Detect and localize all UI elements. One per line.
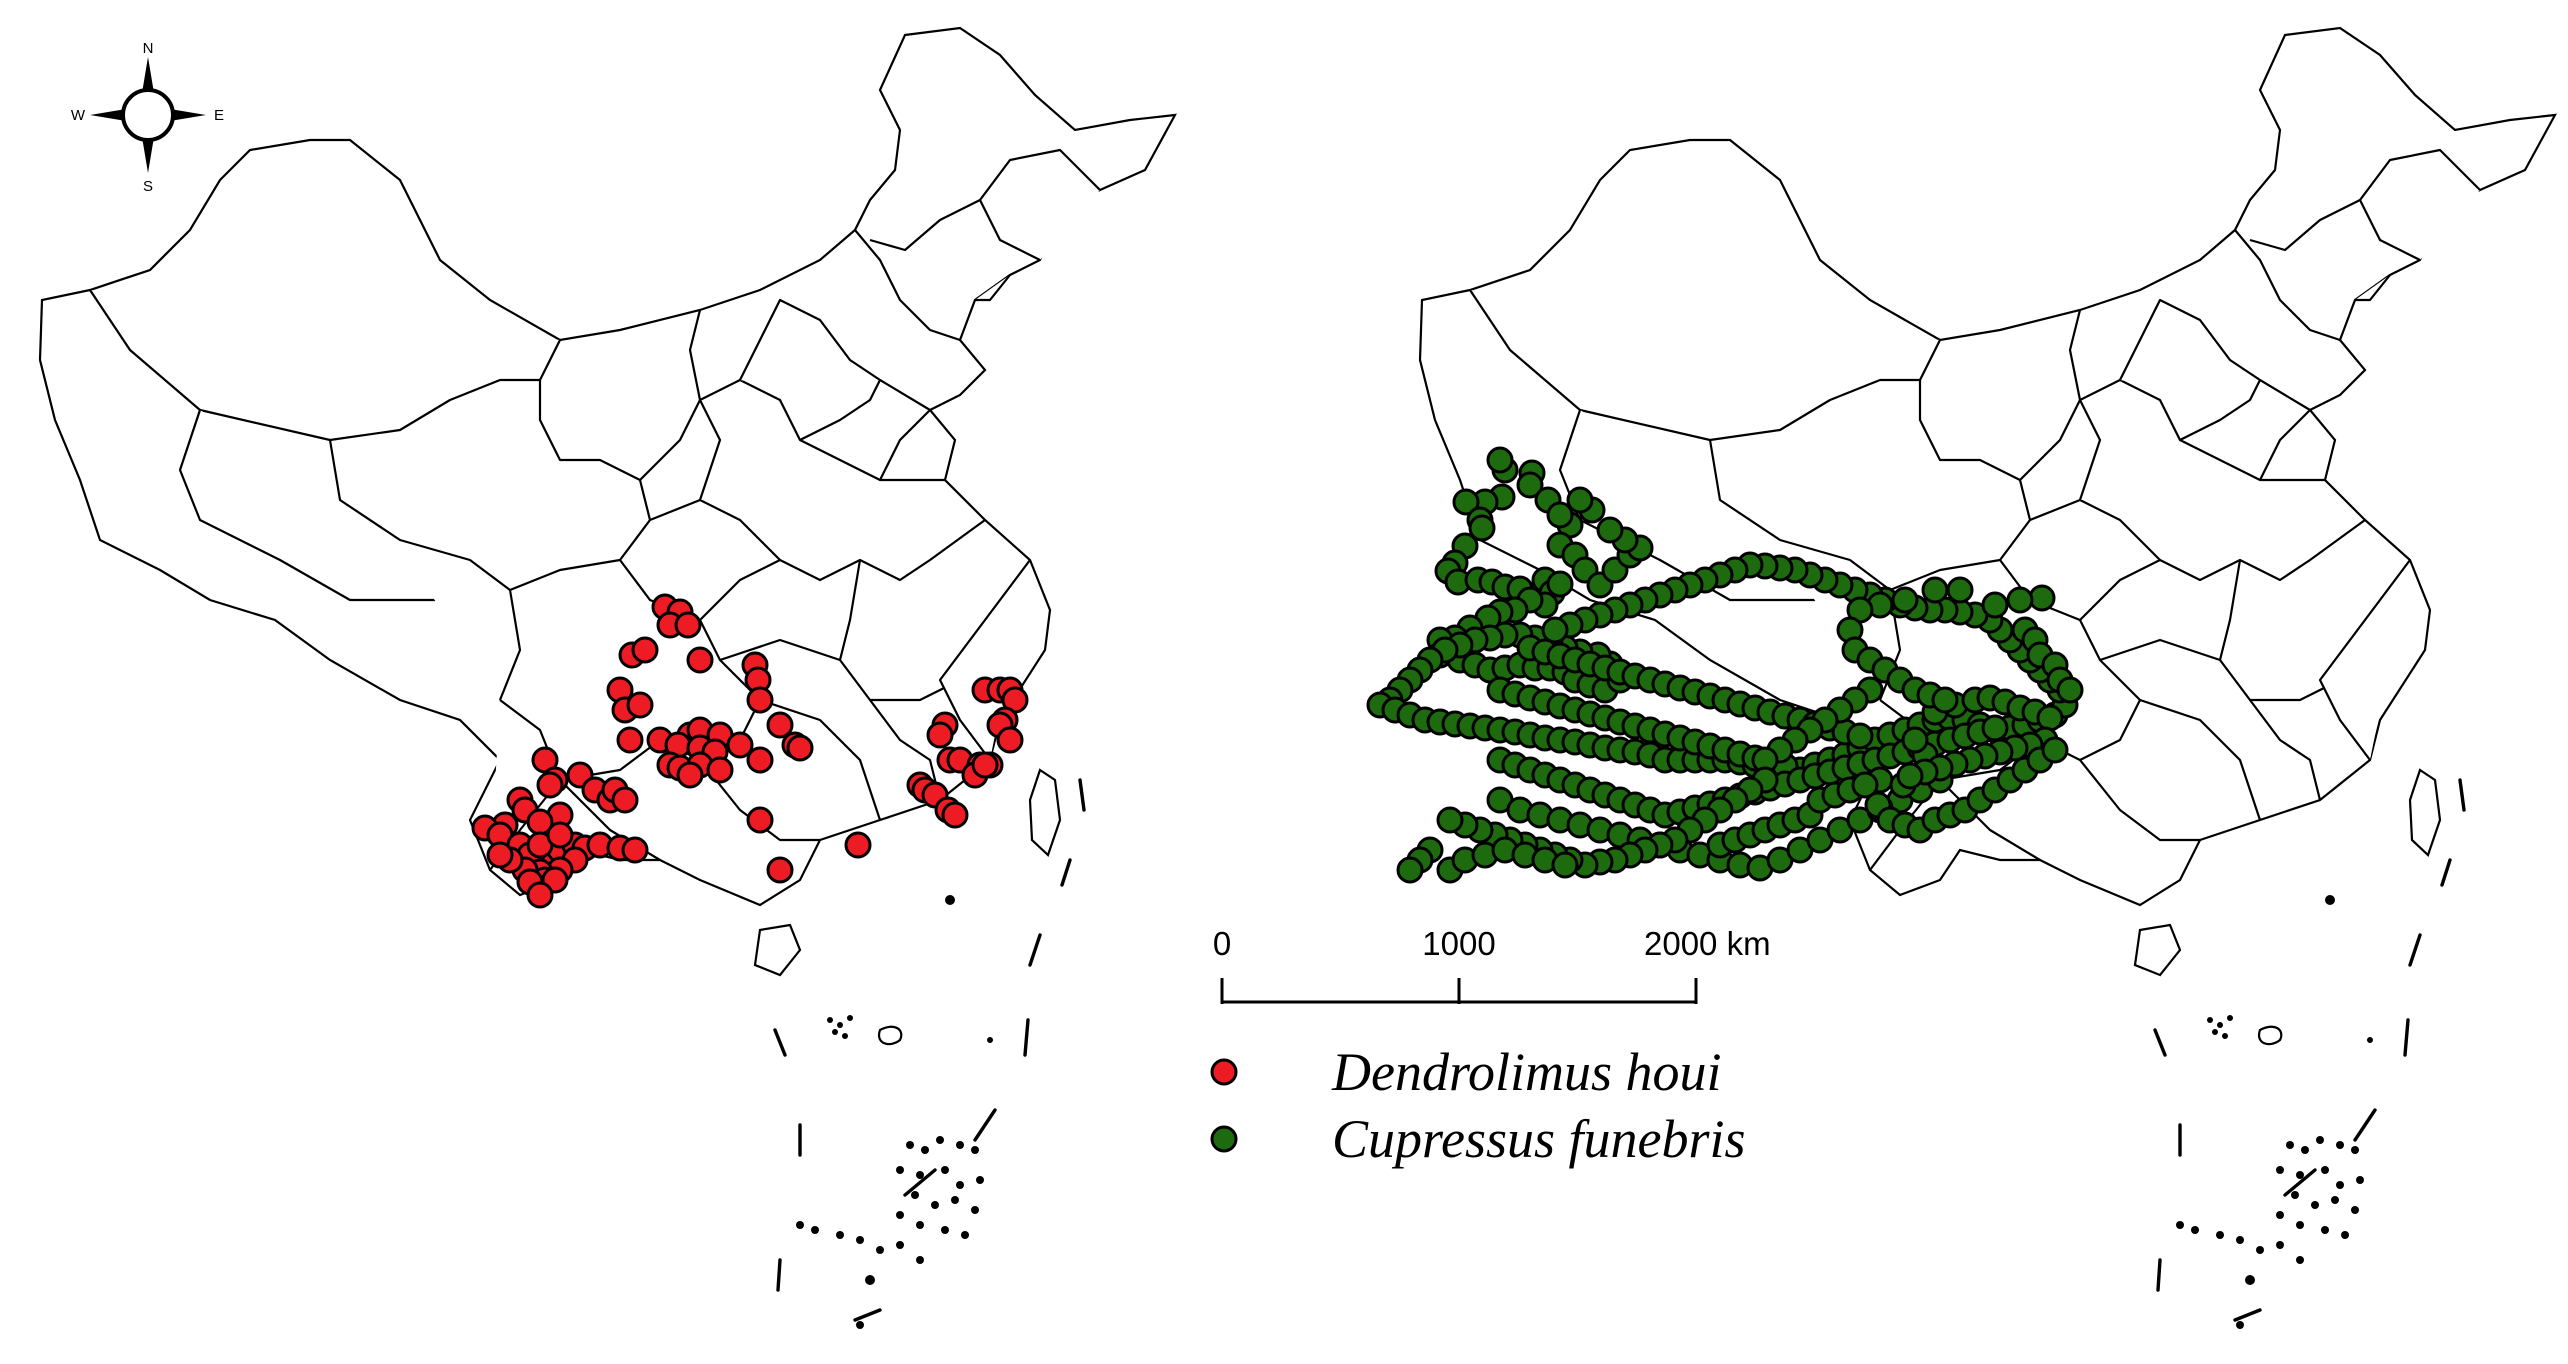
dendrolimus-houi-point [486,841,514,869]
legend-marker-dendrolimus-houi [1210,1058,1238,1086]
dendrolimus-houi-point [726,731,754,759]
legend-label-cupressus-funebris: Cupressus funebris [1332,1109,1746,1169]
dendrolimus-houi-point [686,646,714,674]
cupressus-funebris-point [1566,486,1594,514]
points-cupressus-funebris [1366,446,2084,884]
cupressus-funebris-point [1546,570,1574,598]
dendrolimus-houi-point [706,756,734,784]
cupressus-funebris-point [1891,586,1919,614]
cupressus-funebris-point [1981,714,2009,742]
cupressus-funebris-point [1551,851,1579,879]
cupressus-funebris-point [1486,446,1514,474]
cupressus-funebris-point [1396,856,1424,884]
cupressus-funebris-point [1546,501,1574,529]
cupressus-funebris-point [1851,771,1879,799]
cupressus-funebris-point [1452,488,1480,516]
compass-icon: N S W E [71,40,224,195]
cupressus-funebris-point [1921,576,1949,604]
cupressus-funebris-point [1436,806,1464,834]
cupressus-funebris-point [2006,586,2034,614]
dendrolimus-houi-point [746,806,774,834]
cupressus-funebris-point [1468,514,1496,542]
map-left [38,26,1177,1331]
cupressus-funebris-point [1541,616,1569,644]
dendrolimus-houi-point [611,786,639,814]
cupressus-funebris-point [1931,686,1959,714]
scale-tick-0: 0 [1213,925,1231,962]
dendrolimus-houi-point [674,611,702,639]
dendrolimus-houi-point [746,746,774,774]
dendrolimus-houi-point [631,636,659,664]
dendrolimus-houi-point [676,761,704,789]
cupressus-funebris-point [1846,722,1874,750]
dendrolimus-houi-point [971,751,999,779]
legend: Dendrolimus houi Cupressus funebris [1210,1042,1746,1169]
dendrolimus-houi-point [766,711,794,739]
cupressus-funebris-point [1946,576,1974,604]
legend-marker-cupressus-funebris [1210,1125,1238,1153]
scale-bar: 0 1000 2000 km [1213,925,1771,1004]
map-right [1366,26,2557,1331]
dendrolimus-houi-point [616,726,644,754]
dendrolimus-houi-point [746,686,774,714]
dendrolimus-houi-point [526,881,554,909]
dendrolimus-houi-point [766,856,794,884]
dendrolimus-houi-point [941,801,969,829]
dendrolimus-houi-point [926,721,954,749]
cupressus-funebris-point [1516,471,1544,499]
cupressus-funebris-point [2036,704,2064,732]
legend-label-dendrolimus-houi: Dendrolimus houi [1331,1042,1722,1102]
cupressus-funebris-point [1981,591,2009,619]
dendrolimus-houi-point [536,771,564,799]
compass-south: S [143,178,153,195]
cupressus-funebris-point [1901,726,1929,754]
compass-north: N [143,40,154,57]
cupressus-funebris-point [2041,736,2069,764]
dendrolimus-houi-point [626,691,654,719]
dendrolimus-houi-point [621,836,649,864]
dendrolimus-houi-point [786,734,814,762]
cupressus-funebris-point [2028,584,2056,612]
compass-east: E [214,107,224,124]
compass-west: W [71,107,86,124]
cupressus-funebris-point [2056,676,2084,704]
scale-tick-2000: 2000 km [1644,925,1771,962]
dendrolimus-houi-point [996,726,1024,754]
points-dendrolimus-houi [471,593,1029,909]
dendrolimus-houi-point [546,821,574,849]
dendrolimus-houi-point [844,831,872,859]
scale-tick-1000: 1000 [1422,925,1495,962]
cupressus-funebris-point [1896,762,1924,790]
cupressus-funebris-point [1596,516,1624,544]
